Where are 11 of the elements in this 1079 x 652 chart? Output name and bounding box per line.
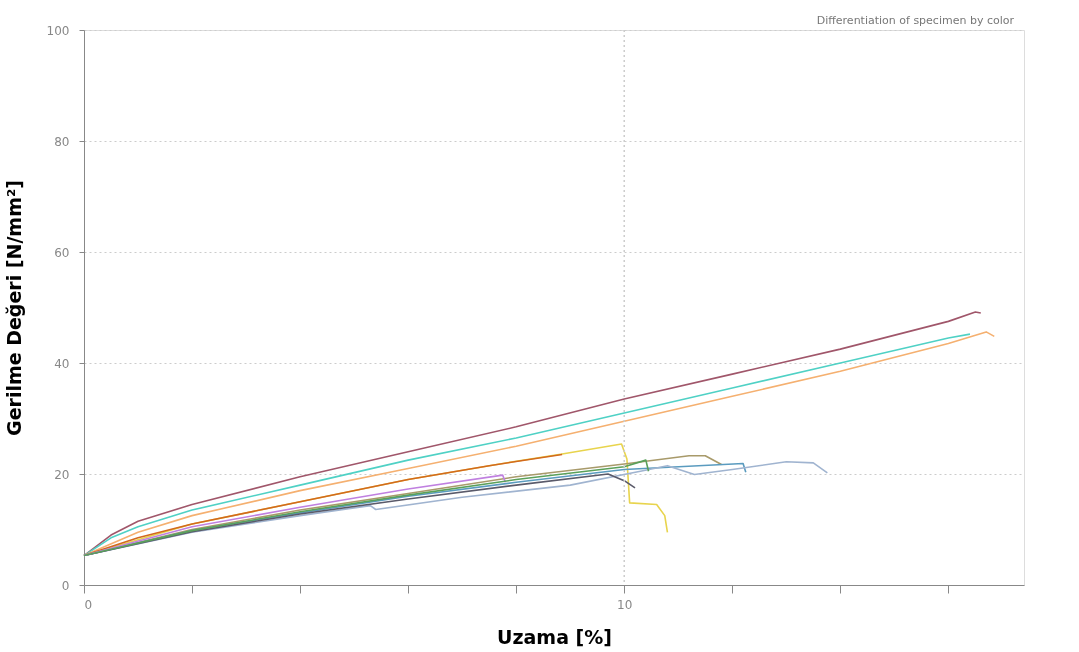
y-tick-label: 0: [61, 578, 70, 593]
y-tick-label: 20: [54, 467, 70, 482]
y-tick-label: 60: [54, 245, 70, 260]
y-tick-label: 40: [54, 356, 70, 371]
text: Differentiation of specimen by color: [816, 14, 1015, 27]
y-tick-label: 100: [46, 23, 70, 38]
y-tick-label: 80: [54, 134, 70, 149]
line-series: [83, 459, 650, 557]
y-axis-title: Gerilme Değeri [N/mm²]: [2, 180, 25, 436]
x-axis-title: Uzama [%]: [497, 625, 612, 648]
x-tick-label: 10: [617, 597, 633, 612]
